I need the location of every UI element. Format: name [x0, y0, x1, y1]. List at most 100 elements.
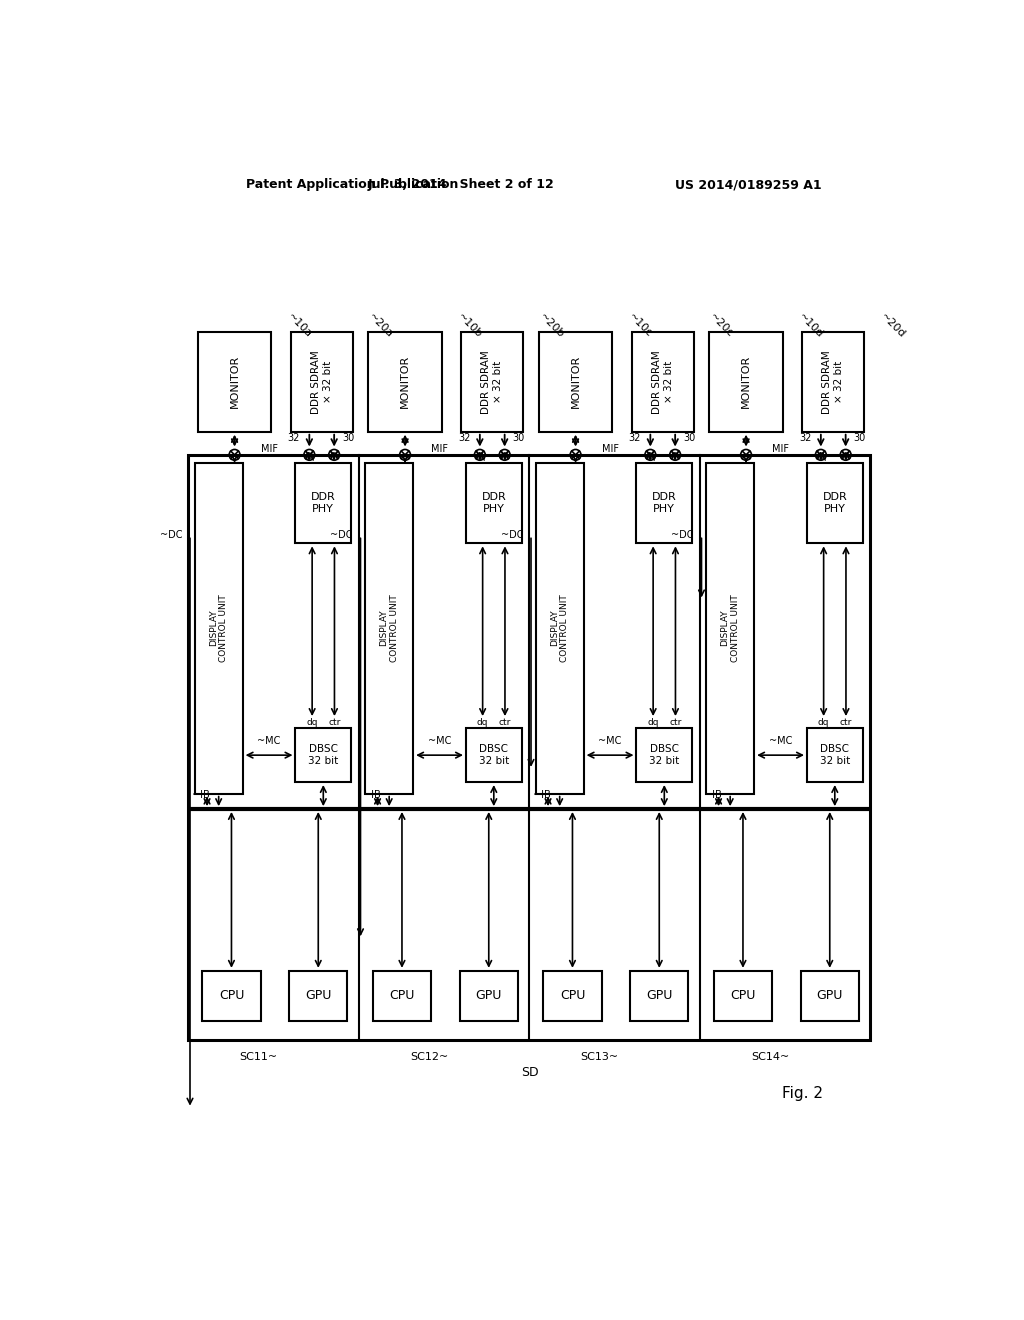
Text: SC11~: SC11~	[240, 1052, 278, 1063]
Text: DDR
PHY: DDR PHY	[481, 492, 506, 513]
Text: ~20b: ~20b	[538, 312, 565, 339]
Text: ~10a: ~10a	[286, 312, 313, 339]
Text: DISPLAY
CONTROL UNIT: DISPLAY CONTROL UNIT	[721, 594, 740, 661]
Text: MIF: MIF	[601, 444, 618, 454]
Bar	[707, 462, 755, 793]
Text: MONITOR: MONITOR	[570, 355, 581, 408]
Bar	[188, 455, 870, 1040]
Text: Fig. 2: Fig. 2	[781, 1086, 822, 1101]
Text: SC12~: SC12~	[410, 1052, 449, 1063]
Text: ~20c: ~20c	[708, 312, 735, 339]
Text: MIF: MIF	[431, 444, 449, 454]
Text: ~MC: ~MC	[598, 735, 622, 746]
Text: ~DC: ~DC	[331, 531, 352, 540]
Text: CPU: CPU	[730, 989, 756, 1002]
Text: dq: dq	[644, 451, 656, 461]
Bar	[195, 462, 243, 793]
Text: 30: 30	[683, 433, 695, 444]
Text: GPU: GPU	[305, 989, 332, 1002]
Text: ~10b: ~10b	[456, 312, 484, 339]
Text: ~IB: ~IB	[534, 791, 551, 800]
Text: 30: 30	[853, 433, 865, 444]
Bar	[544, 970, 601, 1020]
Text: ~20d: ~20d	[879, 312, 907, 339]
Text: ~MC: ~MC	[428, 735, 452, 746]
Text: US 2014/0189259 A1: US 2014/0189259 A1	[675, 178, 821, 191]
Text: DDR SDRAM
× 32 bit: DDR SDRAM × 32 bit	[311, 350, 333, 413]
Bar	[636, 729, 692, 781]
Text: DDR SDRAM
× 32 bit: DDR SDRAM × 32 bit	[481, 350, 503, 413]
Text: DBSC
32 bit: DBSC 32 bit	[478, 744, 509, 766]
Text: DBSC
32 bit: DBSC 32 bit	[649, 744, 680, 766]
Text: GPU: GPU	[816, 989, 843, 1002]
Text: ctr: ctr	[329, 718, 341, 726]
Text: ~DC: ~DC	[501, 531, 523, 540]
Text: ctr: ctr	[499, 718, 511, 726]
Text: 32: 32	[629, 433, 641, 444]
Text: CPU: CPU	[560, 989, 585, 1002]
Text: ~20a: ~20a	[367, 312, 395, 339]
Text: DDR SDRAM
× 32 bit: DDR SDRAM × 32 bit	[652, 350, 674, 413]
Text: SD: SD	[520, 1065, 539, 1078]
Text: MONITOR: MONITOR	[400, 355, 410, 408]
Bar	[289, 970, 347, 1020]
Text: ctr: ctr	[499, 451, 511, 461]
Text: DBSC
32 bit: DBSC 32 bit	[308, 744, 338, 766]
Text: GPU: GPU	[646, 989, 673, 1002]
Text: dq: dq	[815, 451, 826, 461]
Text: ~IB: ~IB	[362, 791, 381, 800]
Text: MONITOR: MONITOR	[741, 355, 751, 408]
Bar	[807, 462, 862, 544]
Text: CPU: CPU	[389, 989, 415, 1002]
Text: 32: 32	[799, 433, 812, 444]
Text: SC14~: SC14~	[751, 1052, 790, 1063]
Bar	[539, 331, 612, 432]
Bar	[802, 331, 864, 432]
Bar	[466, 462, 521, 544]
Text: dq: dq	[303, 451, 315, 461]
Bar	[630, 970, 688, 1020]
Bar	[461, 331, 523, 432]
Text: dq: dq	[647, 718, 658, 726]
Text: DDR SDRAM
× 32 bit: DDR SDRAM × 32 bit	[822, 350, 844, 413]
Text: ~IB: ~IB	[703, 791, 722, 800]
Text: ~DC: ~DC	[672, 531, 693, 540]
Text: CPU: CPU	[219, 989, 244, 1002]
Text: 30: 30	[512, 433, 524, 444]
Bar	[536, 462, 584, 793]
Bar	[636, 462, 692, 544]
Bar	[710, 331, 783, 432]
Bar	[295, 462, 351, 544]
Text: dq: dq	[306, 718, 317, 726]
Text: ctr: ctr	[670, 718, 682, 726]
Bar	[801, 970, 859, 1020]
Text: 32: 32	[458, 433, 471, 444]
Text: ~MC: ~MC	[257, 735, 281, 746]
Text: DISPLAY
CONTROL UNIT: DISPLAY CONTROL UNIT	[209, 594, 228, 661]
Bar	[632, 331, 693, 432]
Bar	[460, 970, 518, 1020]
Text: ~MC: ~MC	[769, 735, 793, 746]
Text: ~10d: ~10d	[797, 312, 825, 339]
Text: 30: 30	[342, 433, 354, 444]
Text: ~DC: ~DC	[160, 531, 182, 540]
Text: MIF: MIF	[260, 444, 278, 454]
Text: dq: dq	[477, 718, 488, 726]
Text: ctr: ctr	[669, 451, 681, 461]
Bar	[714, 970, 772, 1020]
Text: ctr: ctr	[328, 451, 340, 461]
Text: ~10c: ~10c	[627, 312, 654, 339]
Text: dq: dq	[474, 451, 485, 461]
Text: dq: dq	[818, 718, 829, 726]
Text: ctr: ctr	[840, 718, 852, 726]
Bar	[295, 729, 351, 781]
Text: SC13~: SC13~	[581, 1052, 618, 1063]
Bar	[203, 970, 260, 1020]
Text: Jul. 3, 2014   Sheet 2 of 12: Jul. 3, 2014 Sheet 2 of 12	[368, 178, 555, 191]
Text: DDR
PHY: DDR PHY	[311, 492, 336, 513]
Bar	[373, 970, 431, 1020]
Bar	[369, 331, 442, 432]
Text: MIF: MIF	[772, 444, 790, 454]
Text: DBSC
32 bit: DBSC 32 bit	[819, 744, 850, 766]
Text: Patent Application Publication: Patent Application Publication	[246, 178, 458, 191]
